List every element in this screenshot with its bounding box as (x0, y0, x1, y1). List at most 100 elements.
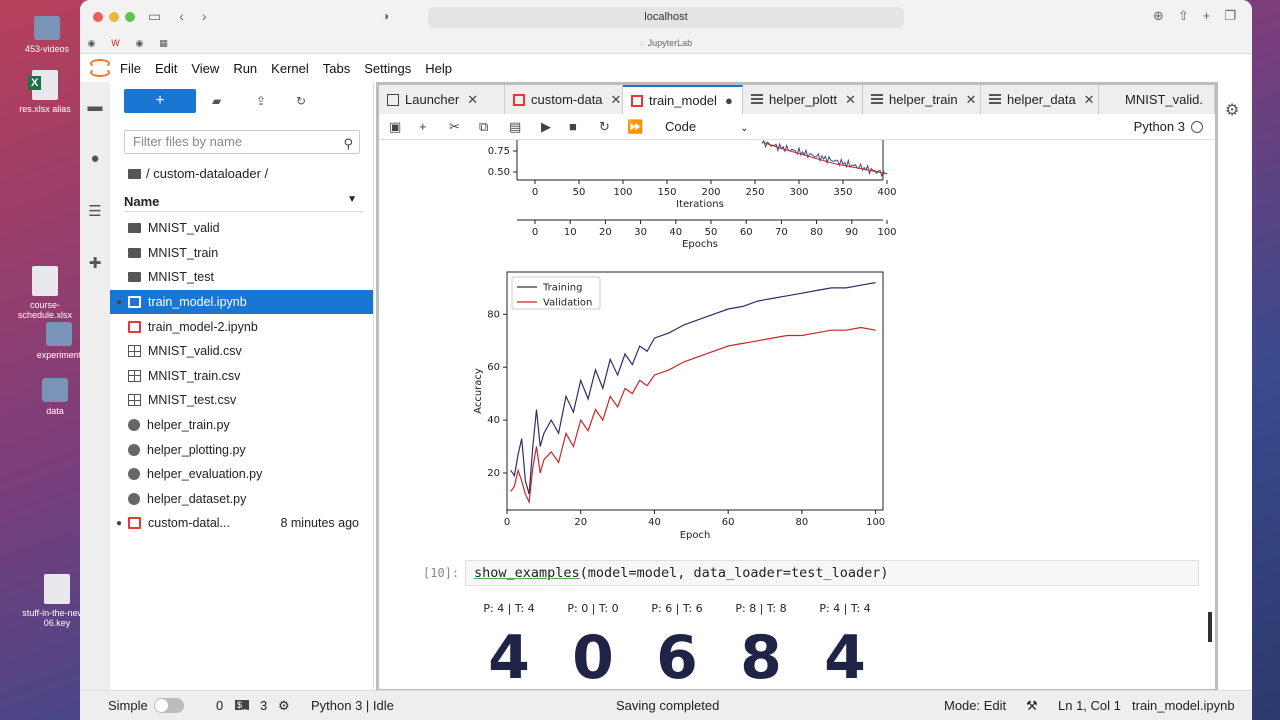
property-inspector-gear-icon[interactable]: ⚙ (1225, 102, 1240, 119)
extension-icon[interactable]: ✚ (88, 255, 102, 272)
desktop-item-453-videos[interactable]: 453-videos (12, 16, 82, 54)
toggle-switch[interactable] (153, 698, 184, 713)
desktop-item-course-schedule[interactable]: course-schedule.xlsx (10, 266, 80, 320)
desktop-item-data[interactable]: data (20, 378, 90, 416)
menu-settings[interactable]: Settings (364, 60, 412, 76)
python-icon (128, 492, 140, 505)
loss-xtick-label: 350 (833, 187, 852, 198)
file-row[interactable]: MNIST_valid (110, 216, 373, 241)
menu-edit[interactable]: Edit (154, 60, 178, 76)
folder-icon[interactable]: ▬ (87, 98, 103, 115)
notebook-content[interactable]: 0.75 0.50 0 50 100 150 200 250 300 350 400 Iteratio… (379, 140, 1215, 689)
tab-overview-icon[interactable]: ❐ (1224, 8, 1236, 23)
kernel-count[interactable]: 3 (260, 698, 268, 713)
desktop-item-experiment[interactable]: experiment (24, 322, 94, 360)
share-icon[interactable]: ⇧ (1177, 8, 1189, 23)
tab-helper-train[interactable]: helper_train ✕ (863, 85, 981, 114)
save-icon[interactable]: ▣ (389, 119, 402, 134)
zoom-window-button[interactable] (125, 12, 135, 22)
file-row[interactable]: MNIST_train.csv (110, 364, 373, 389)
kernel-indicator[interactable]: Python 3 (1134, 119, 1203, 134)
unsaved-dot-icon[interactable]: ● (724, 93, 733, 108)
forward-icon[interactable]: › (201, 8, 207, 24)
menu-file[interactable]: File (120, 60, 141, 76)
file-row[interactable]: MNIST_train (110, 241, 373, 266)
bookmark-grid-icon[interactable]: ▦ (159, 38, 168, 48)
file-browser: + ▰ ⇪ ↻ Filter files by name ⚲ / custom-… (110, 82, 374, 690)
address-bar[interactable]: localhost (428, 7, 904, 28)
file-row[interactable]: helper_dataset.py (110, 487, 373, 512)
epoch-xtick-label: 60 (740, 227, 753, 238)
cell-type-select[interactable]: Code ⌄ (665, 119, 749, 134)
desktop-item-stuff-in-the-news[interactable]: stuff-in-the-news-06.key (22, 574, 92, 628)
stop-icon[interactable]: ■ (569, 119, 577, 134)
loss-xtick-label: 0 (532, 187, 538, 198)
file-row[interactable]: MNIST_test.csv (110, 388, 373, 413)
close-icon[interactable]: ✕ (1083, 91, 1095, 107)
file-row[interactable]: helper_evaluation.py (110, 462, 373, 487)
tab-launcher[interactable]: Launcher ✕ (379, 85, 505, 114)
file-row[interactable]: helper_train.py (110, 413, 373, 438)
breadcrumb[interactable]: / custom-dataloader / (128, 166, 268, 181)
close-icon[interactable]: ✕ (844, 91, 856, 107)
file-modified: 8 minutes ago (280, 516, 359, 531)
file-row[interactable]: MNIST_test (110, 265, 373, 290)
menu-help[interactable]: Help (425, 60, 452, 76)
privacy-shield-icon[interactable]: ◑ (382, 9, 390, 23)
upload-icon[interactable]: ⇪ (256, 94, 267, 108)
filter-files-input[interactable]: Filter files by name ⚲ (124, 130, 360, 154)
cursor-position[interactable]: Ln 1, Col 1 (1058, 698, 1121, 713)
bookmark-github2-icon[interactable]: ◉ (135, 38, 144, 48)
kernel-status[interactable]: Python 3 | Idle (311, 698, 394, 713)
fast-forward-icon[interactable]: ⏩ (627, 119, 644, 134)
tab-custom-data[interactable]: custom-data ✕ (505, 85, 623, 114)
scrollbar[interactable] (1208, 612, 1212, 642)
close-window-button[interactable] (93, 12, 103, 22)
desktop-item-res-xlsx[interactable]: res.xlsx alias (10, 70, 80, 114)
back-icon[interactable]: ‹ (179, 8, 184, 24)
code-cell-input[interactable]: show_examples(model=model, data_loader=t… (465, 560, 1199, 586)
tab-mnist-valid-[interactable]: MNIST_valid. (1099, 85, 1215, 114)
menu-tabs[interactable]: Tabs (322, 60, 351, 76)
new-launcher-button[interactable]: + (124, 89, 196, 113)
toc-icon[interactable]: ☰ (88, 203, 102, 220)
file-row[interactable]: train_model-2.ipynb (110, 314, 373, 339)
running-icon[interactable]: ● (90, 150, 100, 167)
folder-icon (128, 223, 141, 234)
file-row[interactable]: ● custom-datal... 8 minutes ago (110, 511, 373, 536)
new-folder-icon[interactable]: ▰ (212, 94, 222, 108)
python-icon (128, 443, 140, 456)
run-icon[interactable]: ▶ (541, 119, 551, 134)
close-icon[interactable]: ✕ (965, 91, 977, 107)
column-header-name[interactable]: Name ▼ (124, 194, 363, 212)
refresh-icon[interactable]: ↻ (296, 94, 307, 108)
accuracy-ytick-label: 80 (487, 309, 500, 320)
simple-mode-toggle[interactable]: Simple (108, 698, 184, 713)
file-icon (989, 93, 1001, 106)
file-row[interactable]: ● train_model.ipynb (110, 289, 373, 315)
new-tab-icon[interactable]: + (1202, 8, 1211, 23)
menu-view[interactable]: View (191, 60, 220, 76)
menu-run[interactable]: Run (233, 60, 258, 76)
current-file: train_model.ipynb (1132, 698, 1235, 713)
insert-cell-icon[interactable]: + (419, 119, 427, 134)
close-icon[interactable]: ✕ (467, 91, 479, 107)
close-icon[interactable]: ✕ (610, 91, 622, 107)
file-row[interactable]: helper_plotting.py (110, 437, 373, 462)
file-row[interactable]: MNIST_valid.csv (110, 339, 373, 364)
terminal-count[interactable]: 0 (216, 698, 224, 713)
copy-icon[interactable]: ⧉ (479, 119, 489, 134)
menu-kernel[interactable]: Kernel (271, 60, 309, 76)
sidebar-toggle-icon[interactable]: ▭ (148, 8, 162, 24)
bookmark-github-icon[interactable]: ◉ (87, 38, 96, 48)
tab-train-model[interactable]: train_model ● (623, 85, 743, 114)
tab-helper-data[interactable]: helper_data ✕ (981, 85, 1099, 114)
bookmark-w-icon[interactable]: W (111, 38, 120, 48)
download-icon[interactable]: ⊕ (1152, 8, 1164, 23)
tab-helper-plott[interactable]: helper_plott ✕ (743, 85, 863, 114)
minimize-window-button[interactable] (109, 12, 119, 22)
paste-icon[interactable]: ▤ (509, 119, 522, 134)
cut-icon[interactable]: ✂ (449, 119, 460, 134)
restart-icon[interactable]: ↻ (599, 119, 610, 134)
bug-icon[interactable]: ⚒ (1026, 698, 1038, 713)
